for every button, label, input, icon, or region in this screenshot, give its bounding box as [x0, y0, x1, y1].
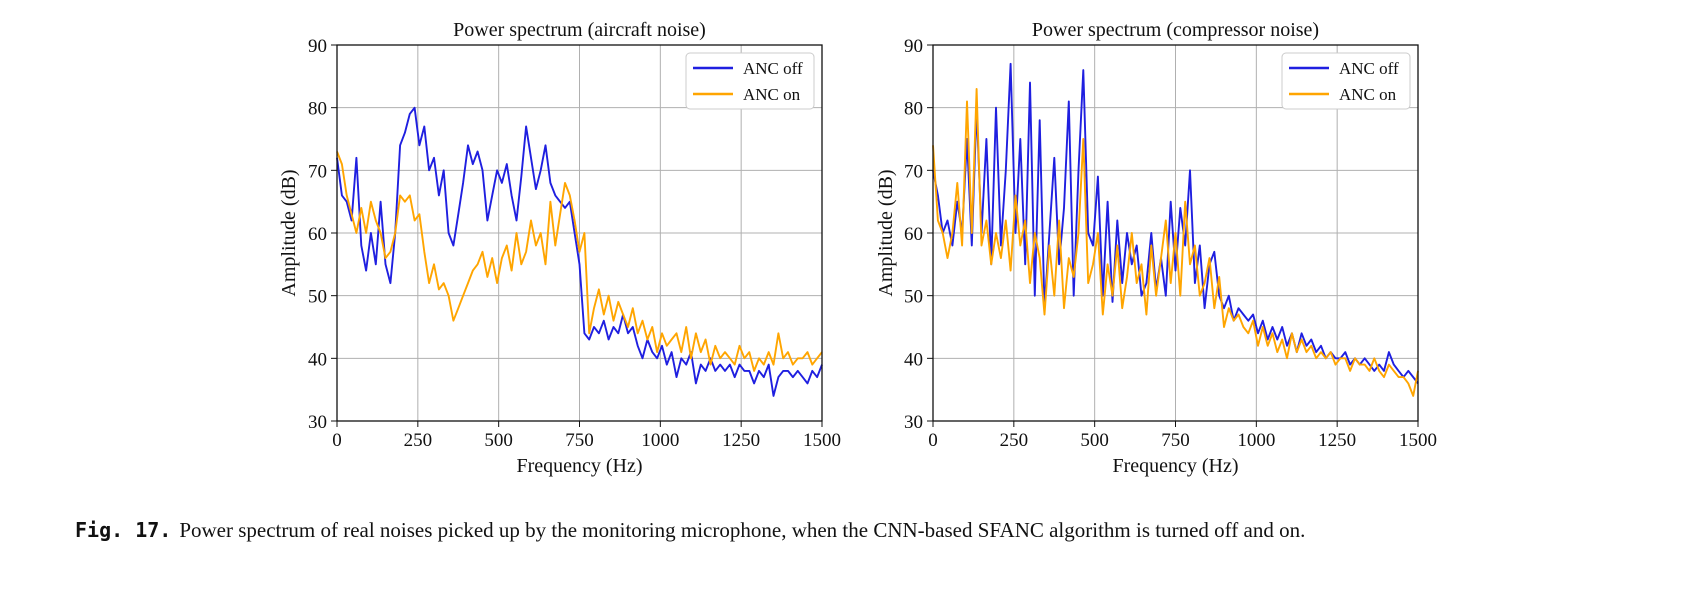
chart-compressor-noise: 0 250 500 750 1000 1250 1500 30 40 50 60 70 80 90 Pow…	[875, 19, 1437, 477]
legend-label-anc-off: ANC off	[1339, 59, 1399, 78]
caption-text: Power spectrum of real noises picked up …	[179, 518, 1306, 542]
x-axis-label: Frequency (Hz)	[1112, 455, 1238, 477]
x-tick-label: 1000	[641, 430, 679, 451]
y-tick-label: 40	[904, 349, 923, 370]
chart-ticks: 0 250 500 750 1000 1250 1500 30 40 50 60 70 80 90	[904, 36, 1437, 451]
chart-title: Power spectrum (compressor noise)	[1032, 19, 1319, 41]
y-tick-label: 40	[308, 349, 327, 370]
y-tick-label: 60	[904, 224, 923, 245]
series-line-anc-off	[336, 106, 823, 397]
y-tick-label: 50	[308, 287, 327, 308]
series-line-anc-off	[932, 62, 1419, 384]
chart-aircraft-noise: 0 250 500 750 1000 1250 1500 30 40 50 60 70 80 90 Pow…	[278, 19, 841, 477]
y-tick-label: 80	[308, 99, 327, 120]
x-tick-label: 1000	[1237, 430, 1275, 451]
x-tick-label: 0	[332, 430, 342, 451]
y-tick-label: 60	[308, 224, 327, 245]
chart-series-group	[932, 62, 1419, 397]
y-tick-label: 30	[904, 412, 923, 433]
y-tick-label: 70	[904, 161, 923, 182]
y-axis-label: Amplitude (dB)	[875, 169, 897, 296]
y-axis-label: Amplitude (dB)	[278, 169, 300, 296]
x-tick-label: 750	[565, 430, 594, 451]
y-tick-label: 90	[308, 36, 327, 57]
x-tick-label: 1500	[803, 430, 841, 451]
x-axis-label: Frequency (Hz)	[516, 455, 642, 477]
series-line-anc-on	[336, 151, 823, 372]
y-tick-label: 80	[904, 99, 923, 120]
x-tick-label: 1500	[1399, 430, 1437, 451]
chart-ticks: 0 250 500 750 1000 1250 1500 30 40 50 60 70 80 90	[308, 36, 841, 451]
y-tick-label: 70	[308, 161, 327, 182]
caption-label: Fig. 17.	[75, 518, 172, 542]
chart-legend: ANC off ANC on	[1281, 52, 1411, 110]
x-tick-label: 500	[1080, 430, 1109, 451]
legend-label-anc-on: ANC on	[743, 85, 801, 104]
legend-label-anc-on: ANC on	[1339, 85, 1397, 104]
y-tick-label: 30	[308, 412, 327, 433]
x-tick-label: 1250	[1318, 430, 1356, 451]
series-line-anc-on	[932, 87, 1419, 397]
x-tick-label: 1250	[722, 430, 760, 451]
x-tick-label: 250	[1000, 430, 1029, 451]
x-tick-label: 0	[928, 430, 938, 451]
x-tick-label: 750	[1161, 430, 1190, 451]
x-tick-label: 250	[404, 430, 433, 451]
legend-label-anc-off: ANC off	[743, 59, 803, 78]
x-tick-label: 500	[484, 430, 513, 451]
figure-caption: Fig. 17. Power spectrum of real noises pi…	[75, 518, 1675, 543]
y-tick-label: 50	[904, 287, 923, 308]
chart-title: Power spectrum (aircraft noise)	[453, 19, 706, 41]
y-tick-label: 90	[904, 36, 923, 57]
chart-legend: ANC off ANC on	[685, 52, 815, 110]
chart-series-group	[336, 106, 823, 397]
